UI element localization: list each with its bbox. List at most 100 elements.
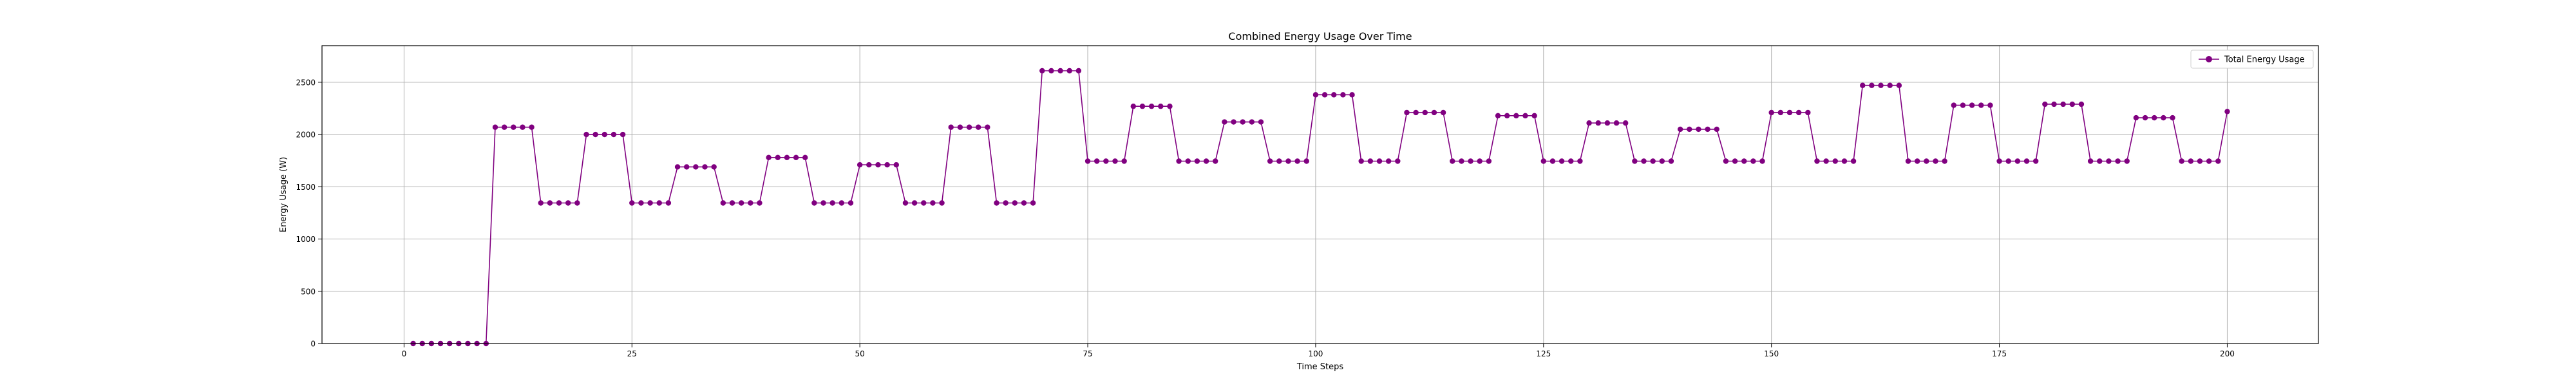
data-point (501, 124, 507, 130)
x-axis-label: Time Steps (1296, 362, 1344, 372)
data-point (1613, 120, 1620, 126)
data-point (1531, 113, 1537, 119)
data-point (1786, 109, 1793, 116)
data-point (1112, 158, 1118, 164)
data-point (1558, 158, 1565, 164)
x-tick-label: 100 (1308, 349, 1323, 358)
data-point (1258, 119, 1264, 125)
data-point (1121, 158, 1127, 164)
data-point (1431, 109, 1437, 116)
data-point (1130, 104, 1137, 109)
data-point (1513, 113, 1519, 119)
data-point (2087, 158, 2094, 164)
data-point (674, 164, 681, 170)
data-point (1568, 158, 1574, 164)
data-point (1659, 158, 1665, 164)
data-point (1933, 158, 1938, 164)
x-tick-label: 50 (855, 349, 865, 358)
data-point (1066, 68, 1072, 74)
data-point (1450, 158, 1455, 164)
data-point (1231, 119, 1236, 125)
data-point (1021, 200, 1027, 206)
data-point (2069, 101, 2076, 107)
data-point (1094, 158, 1100, 164)
data-point (2224, 109, 2230, 115)
data-point (592, 131, 598, 138)
data-point (1321, 92, 1328, 98)
data-point (948, 124, 954, 130)
data-point (1176, 158, 1182, 164)
plot-frame (321, 45, 2319, 344)
data-point (2106, 158, 2112, 164)
axis-ticks: 0 25 50 75 100 125 150 175 200050010001500200025… (296, 78, 2234, 358)
data-point (1850, 158, 1857, 164)
data-point (1075, 68, 1082, 74)
data-point (1687, 126, 1692, 133)
legend-box (2190, 50, 2314, 69)
data-point (647, 200, 653, 206)
data-point (829, 200, 835, 206)
x-tick-label: 25 (627, 349, 637, 358)
data-point (729, 200, 735, 206)
data-point (766, 154, 772, 161)
data-point (556, 200, 562, 206)
data-point (2023, 158, 2030, 164)
data-point (757, 200, 762, 206)
data-point (1367, 158, 1374, 164)
data-point (1486, 158, 1492, 164)
data-point (1668, 158, 1674, 164)
data-point (684, 164, 690, 170)
data-point (1413, 109, 1419, 116)
data-point (1996, 158, 2002, 164)
x-tick-label: 200 (2220, 349, 2235, 358)
data-point (857, 162, 863, 168)
data-point (1805, 109, 1811, 116)
data-point (1978, 102, 1984, 108)
legend-marker-sample (2206, 56, 2212, 62)
data-point (1440, 109, 1446, 116)
data-point (1376, 158, 1383, 164)
data-point (1750, 158, 1756, 164)
data-point (1213, 158, 1218, 164)
data-point (1103, 158, 1109, 164)
data-point (2188, 158, 2194, 164)
data-point (2042, 101, 2048, 107)
data-point (538, 200, 544, 206)
data-point (1924, 158, 1929, 164)
data-point (2097, 158, 2103, 164)
data-point (1841, 158, 1848, 164)
y-tick-label: 1000 (296, 235, 316, 244)
data-point (1623, 120, 1629, 126)
data-point (693, 164, 699, 170)
data-point (629, 200, 635, 206)
data-point (1495, 113, 1501, 119)
data-point (1951, 102, 1956, 108)
data-point (1987, 102, 1993, 108)
data-point (1331, 92, 1337, 98)
data-point (1677, 126, 1683, 133)
data-point (1477, 158, 1482, 164)
data-point (1577, 158, 1583, 164)
data-point (1795, 109, 1802, 116)
data-point (1404, 109, 1410, 116)
data-point (1759, 158, 1765, 164)
data-point (1878, 82, 1884, 88)
y-axis-label: Energy Usage (W) (279, 157, 289, 232)
data-point (875, 162, 881, 168)
data-point (1039, 68, 1045, 74)
data-point (1832, 158, 1838, 164)
y-tick-label: 2500 (296, 78, 316, 87)
data-point (2215, 158, 2221, 164)
data-point (1632, 158, 1638, 164)
data-point (1814, 158, 1820, 164)
data-point (711, 164, 717, 170)
data-point (565, 200, 571, 206)
data-point (994, 200, 999, 206)
data-point (2133, 115, 2139, 121)
data-point (2161, 115, 2166, 121)
data-point (1349, 92, 1355, 98)
data-point (957, 124, 963, 130)
data-point (2197, 158, 2203, 164)
data-point (1522, 113, 1528, 119)
